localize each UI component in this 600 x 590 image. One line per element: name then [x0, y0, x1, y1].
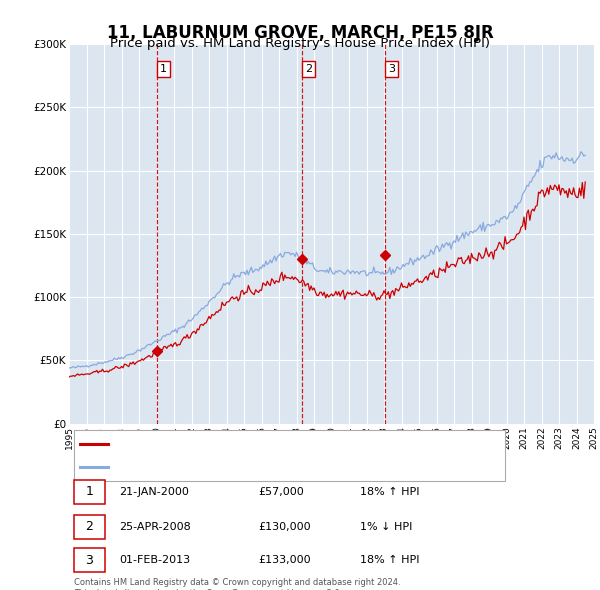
FancyBboxPatch shape — [74, 430, 505, 481]
Text: 1: 1 — [160, 64, 167, 74]
Text: 11, LABURNUM GROVE, MARCH, PE15 8JR: 11, LABURNUM GROVE, MARCH, PE15 8JR — [107, 24, 493, 42]
Text: £130,000: £130,000 — [258, 522, 311, 532]
Text: HPI: Average price, semi-detached house, Fenland: HPI: Average price, semi-detached house,… — [113, 462, 365, 472]
Text: 1: 1 — [86, 486, 94, 499]
Text: Contains HM Land Registry data © Crown copyright and database right 2024.
This d: Contains HM Land Registry data © Crown c… — [74, 578, 401, 590]
FancyBboxPatch shape — [74, 514, 105, 539]
Text: 25-APR-2008: 25-APR-2008 — [119, 522, 191, 532]
Text: 18% ↑ HPI: 18% ↑ HPI — [361, 487, 420, 497]
Text: 1% ↓ HPI: 1% ↓ HPI — [361, 522, 413, 532]
FancyBboxPatch shape — [74, 548, 105, 572]
Text: 21-JAN-2000: 21-JAN-2000 — [119, 487, 189, 497]
Text: 2: 2 — [86, 520, 94, 533]
Text: £133,000: £133,000 — [258, 555, 311, 565]
FancyBboxPatch shape — [74, 480, 105, 504]
Text: 3: 3 — [388, 64, 395, 74]
Text: 2: 2 — [305, 64, 312, 74]
Text: 3: 3 — [86, 553, 94, 566]
Text: 01-FEB-2013: 01-FEB-2013 — [119, 555, 190, 565]
Text: Price paid vs. HM Land Registry's House Price Index (HPI): Price paid vs. HM Land Registry's House … — [110, 37, 490, 50]
Text: £57,000: £57,000 — [258, 487, 304, 497]
Text: 18% ↑ HPI: 18% ↑ HPI — [361, 555, 420, 565]
Text: 11, LABURNUM GROVE, MARCH, PE15 8JR (semi-detached house): 11, LABURNUM GROVE, MARCH, PE15 8JR (sem… — [113, 439, 440, 449]
